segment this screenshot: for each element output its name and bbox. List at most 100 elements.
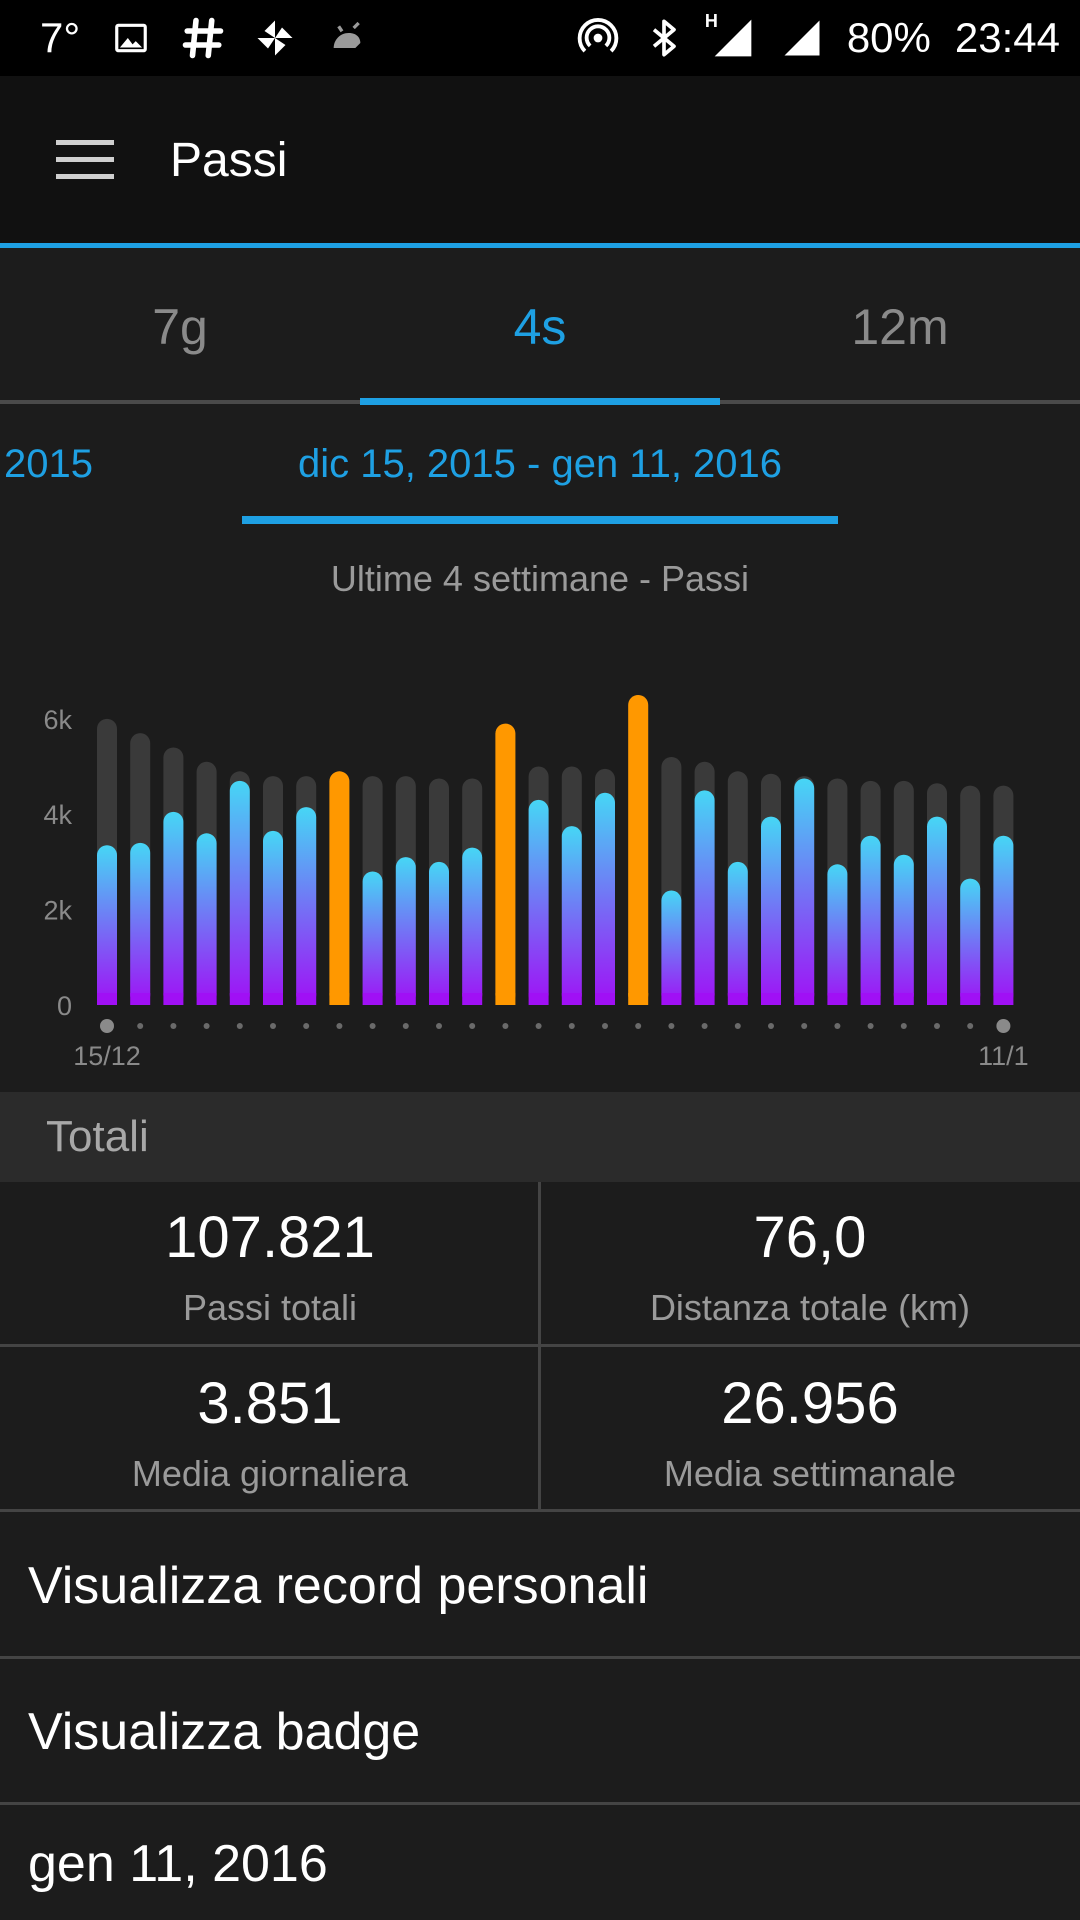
x-tick-dot xyxy=(170,1023,177,1029)
steps-bar[interactable] xyxy=(130,842,151,1005)
steps-bar[interactable] xyxy=(196,833,217,1005)
total-distance: 76,0 Distanza totale (km) xyxy=(540,1182,1080,1346)
steps-bar[interactable] xyxy=(163,811,184,1005)
current-range[interactable]: dic 15, 2015 - gen 11, 2016 xyxy=(297,442,783,486)
x-tick-dot xyxy=(668,1023,675,1029)
steps-bar-base xyxy=(827,993,848,1005)
steps-bar[interactable] xyxy=(97,845,117,1005)
steps-bar-base xyxy=(628,993,649,1005)
x-tick-label: 15/12 xyxy=(73,1041,141,1071)
previous-range[interactable]: 2015 xyxy=(4,442,93,486)
steps-bar-base xyxy=(893,993,914,1005)
x-tick-dot xyxy=(137,1023,144,1029)
x-tick-dot xyxy=(867,1023,874,1029)
x-tick-dot xyxy=(602,1023,608,1029)
steps-bar-base xyxy=(296,993,317,1005)
view-personal-records[interactable]: Visualizza record personali xyxy=(28,1557,649,1615)
steps-bar[interactable] xyxy=(960,878,981,1005)
tab-12-months[interactable]: 12m xyxy=(851,299,949,355)
date-entry[interactable]: gen 11, 2016 xyxy=(28,1835,328,1893)
steps-bar[interactable] xyxy=(329,771,350,1005)
steps-bar-base xyxy=(130,993,151,1005)
row-divider xyxy=(0,1344,1080,1347)
view-badges[interactable]: Visualizza badge xyxy=(28,1703,421,1761)
x-tick-dot xyxy=(203,1023,210,1029)
steps-bar-base xyxy=(561,993,582,1005)
app-bar-divider xyxy=(0,243,1080,248)
steps-bar[interactable] xyxy=(528,799,549,1005)
steps-bar[interactable] xyxy=(296,807,317,1005)
steps-bar[interactable] xyxy=(993,835,1014,1005)
bluetooth-icon xyxy=(643,17,685,59)
x-tick-dot xyxy=(369,1023,376,1029)
steps-bar-base xyxy=(595,993,615,1005)
stat-label: Passi totali xyxy=(182,1287,358,1328)
y-tick-label: 6k xyxy=(43,705,72,735)
steps-bar[interactable] xyxy=(263,830,283,1005)
steps-bar[interactable] xyxy=(727,861,748,1005)
tab-4-weeks[interactable]: 4s xyxy=(513,299,567,355)
x-tick-dot xyxy=(701,1023,708,1029)
steps-bar-base xyxy=(860,993,881,1005)
steps-bar-base xyxy=(694,993,715,1005)
steps-bar[interactable] xyxy=(462,847,483,1005)
app-bar: Passi xyxy=(0,76,1080,244)
list-divider xyxy=(0,1656,1080,1659)
steps-bar[interactable] xyxy=(229,780,250,1005)
x-tick-dot xyxy=(834,1023,841,1029)
steps-bar[interactable] xyxy=(827,864,848,1005)
temperature: 7° xyxy=(40,14,81,61)
tab-indicator xyxy=(360,398,720,405)
battery-level: 80% xyxy=(846,14,931,61)
x-tick-dot xyxy=(734,1023,741,1029)
hamburger-icon xyxy=(56,140,114,179)
range-indicator xyxy=(242,516,838,524)
steps-bar-base xyxy=(163,993,184,1005)
totals-header: Totali xyxy=(0,1092,1080,1182)
steps-bar[interactable] xyxy=(495,723,516,1005)
x-tick-dot xyxy=(967,1023,974,1029)
steps-bar-base xyxy=(794,993,815,1005)
android-debug-icon xyxy=(326,17,368,59)
steps-bar-base xyxy=(727,993,748,1005)
tab-7-days[interactable]: 7g xyxy=(152,299,208,355)
daily-average: 3.851 Media giornaliera xyxy=(0,1348,540,1512)
x-tick-dot xyxy=(402,1023,409,1029)
steps-bar[interactable] xyxy=(595,792,615,1005)
period-tabs: 7g 4s 12m xyxy=(0,248,1080,406)
steps-bar[interactable] xyxy=(927,816,947,1005)
stat-value: 3.851 xyxy=(197,1371,343,1436)
steps-bar-base xyxy=(196,993,217,1005)
steps-chart[interactable]: 0 2k 4k 6k 15/12 11/1 xyxy=(0,640,1080,1080)
steps-bar-base xyxy=(960,993,981,1005)
x-tick-dot xyxy=(502,1023,509,1029)
steps-bar[interactable] xyxy=(429,861,449,1005)
steps-bar[interactable] xyxy=(561,826,582,1005)
chart-title: Ultime 4 settimane - Passi xyxy=(330,558,750,599)
steps-bar[interactable] xyxy=(628,695,649,1005)
row-divider xyxy=(0,1509,1080,1512)
steps-bar-base xyxy=(661,993,682,1005)
steps-bar[interactable] xyxy=(893,854,914,1005)
steps-bar[interactable] xyxy=(661,890,682,1005)
status-bar: 7° H 80% 23:44 xyxy=(0,0,1080,76)
stat-label: Distanza totale (km) xyxy=(649,1287,971,1328)
hashtag-icon xyxy=(182,17,224,59)
x-tick-dot xyxy=(996,1019,1011,1033)
steps-bar[interactable] xyxy=(395,857,416,1005)
stat-value: 76,0 xyxy=(753,1205,867,1270)
weekly-average: 26.956 Media settimanale xyxy=(540,1348,1080,1512)
steps-bar[interactable] xyxy=(860,835,881,1005)
steps-bar[interactable] xyxy=(761,816,781,1005)
steps-bar[interactable] xyxy=(794,778,815,1005)
steps-bar[interactable] xyxy=(362,871,383,1005)
image-icon xyxy=(110,17,152,59)
stat-label: Media giornaliera xyxy=(131,1453,409,1494)
stat-value: 107.821 xyxy=(165,1205,375,1270)
menu-button[interactable] xyxy=(0,76,170,244)
steps-bar-base xyxy=(462,993,483,1005)
steps-bar-base xyxy=(263,993,283,1005)
steps-bar[interactable] xyxy=(694,790,715,1005)
x-tick-dot xyxy=(635,1023,642,1029)
signal-icon xyxy=(781,17,823,59)
